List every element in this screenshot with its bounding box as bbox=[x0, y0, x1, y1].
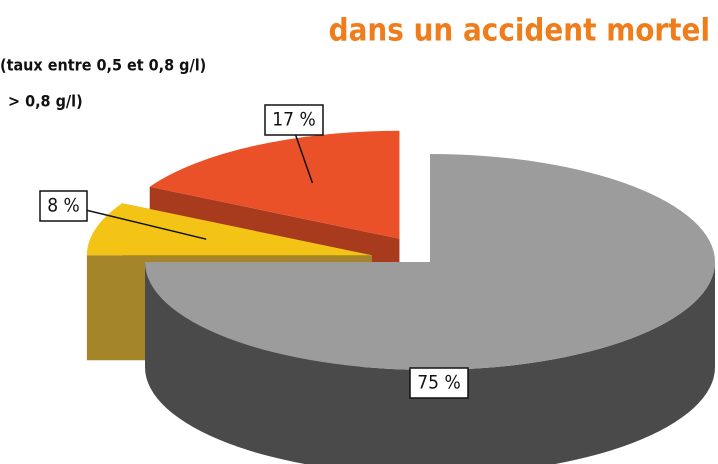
label-box bbox=[264, 104, 324, 136]
legend-label: > 0,8 g/l) bbox=[8, 92, 83, 111]
data-label: 75 % bbox=[417, 372, 460, 394]
data-label: 8 % bbox=[47, 195, 80, 217]
legend-label: (taux entre 0,5 et 0,8 g/l) bbox=[0, 56, 206, 75]
data-label: 17 % bbox=[272, 109, 315, 131]
label-box bbox=[39, 190, 88, 222]
leader-line bbox=[64, 204, 207, 240]
slice bbox=[145, 154, 715, 370]
slice bbox=[149, 130, 400, 239]
slice-side bbox=[145, 262, 715, 464]
chart-title: dans un accident mortel bbox=[329, 13, 710, 49]
label-box bbox=[409, 367, 469, 399]
slice bbox=[86, 203, 372, 256]
